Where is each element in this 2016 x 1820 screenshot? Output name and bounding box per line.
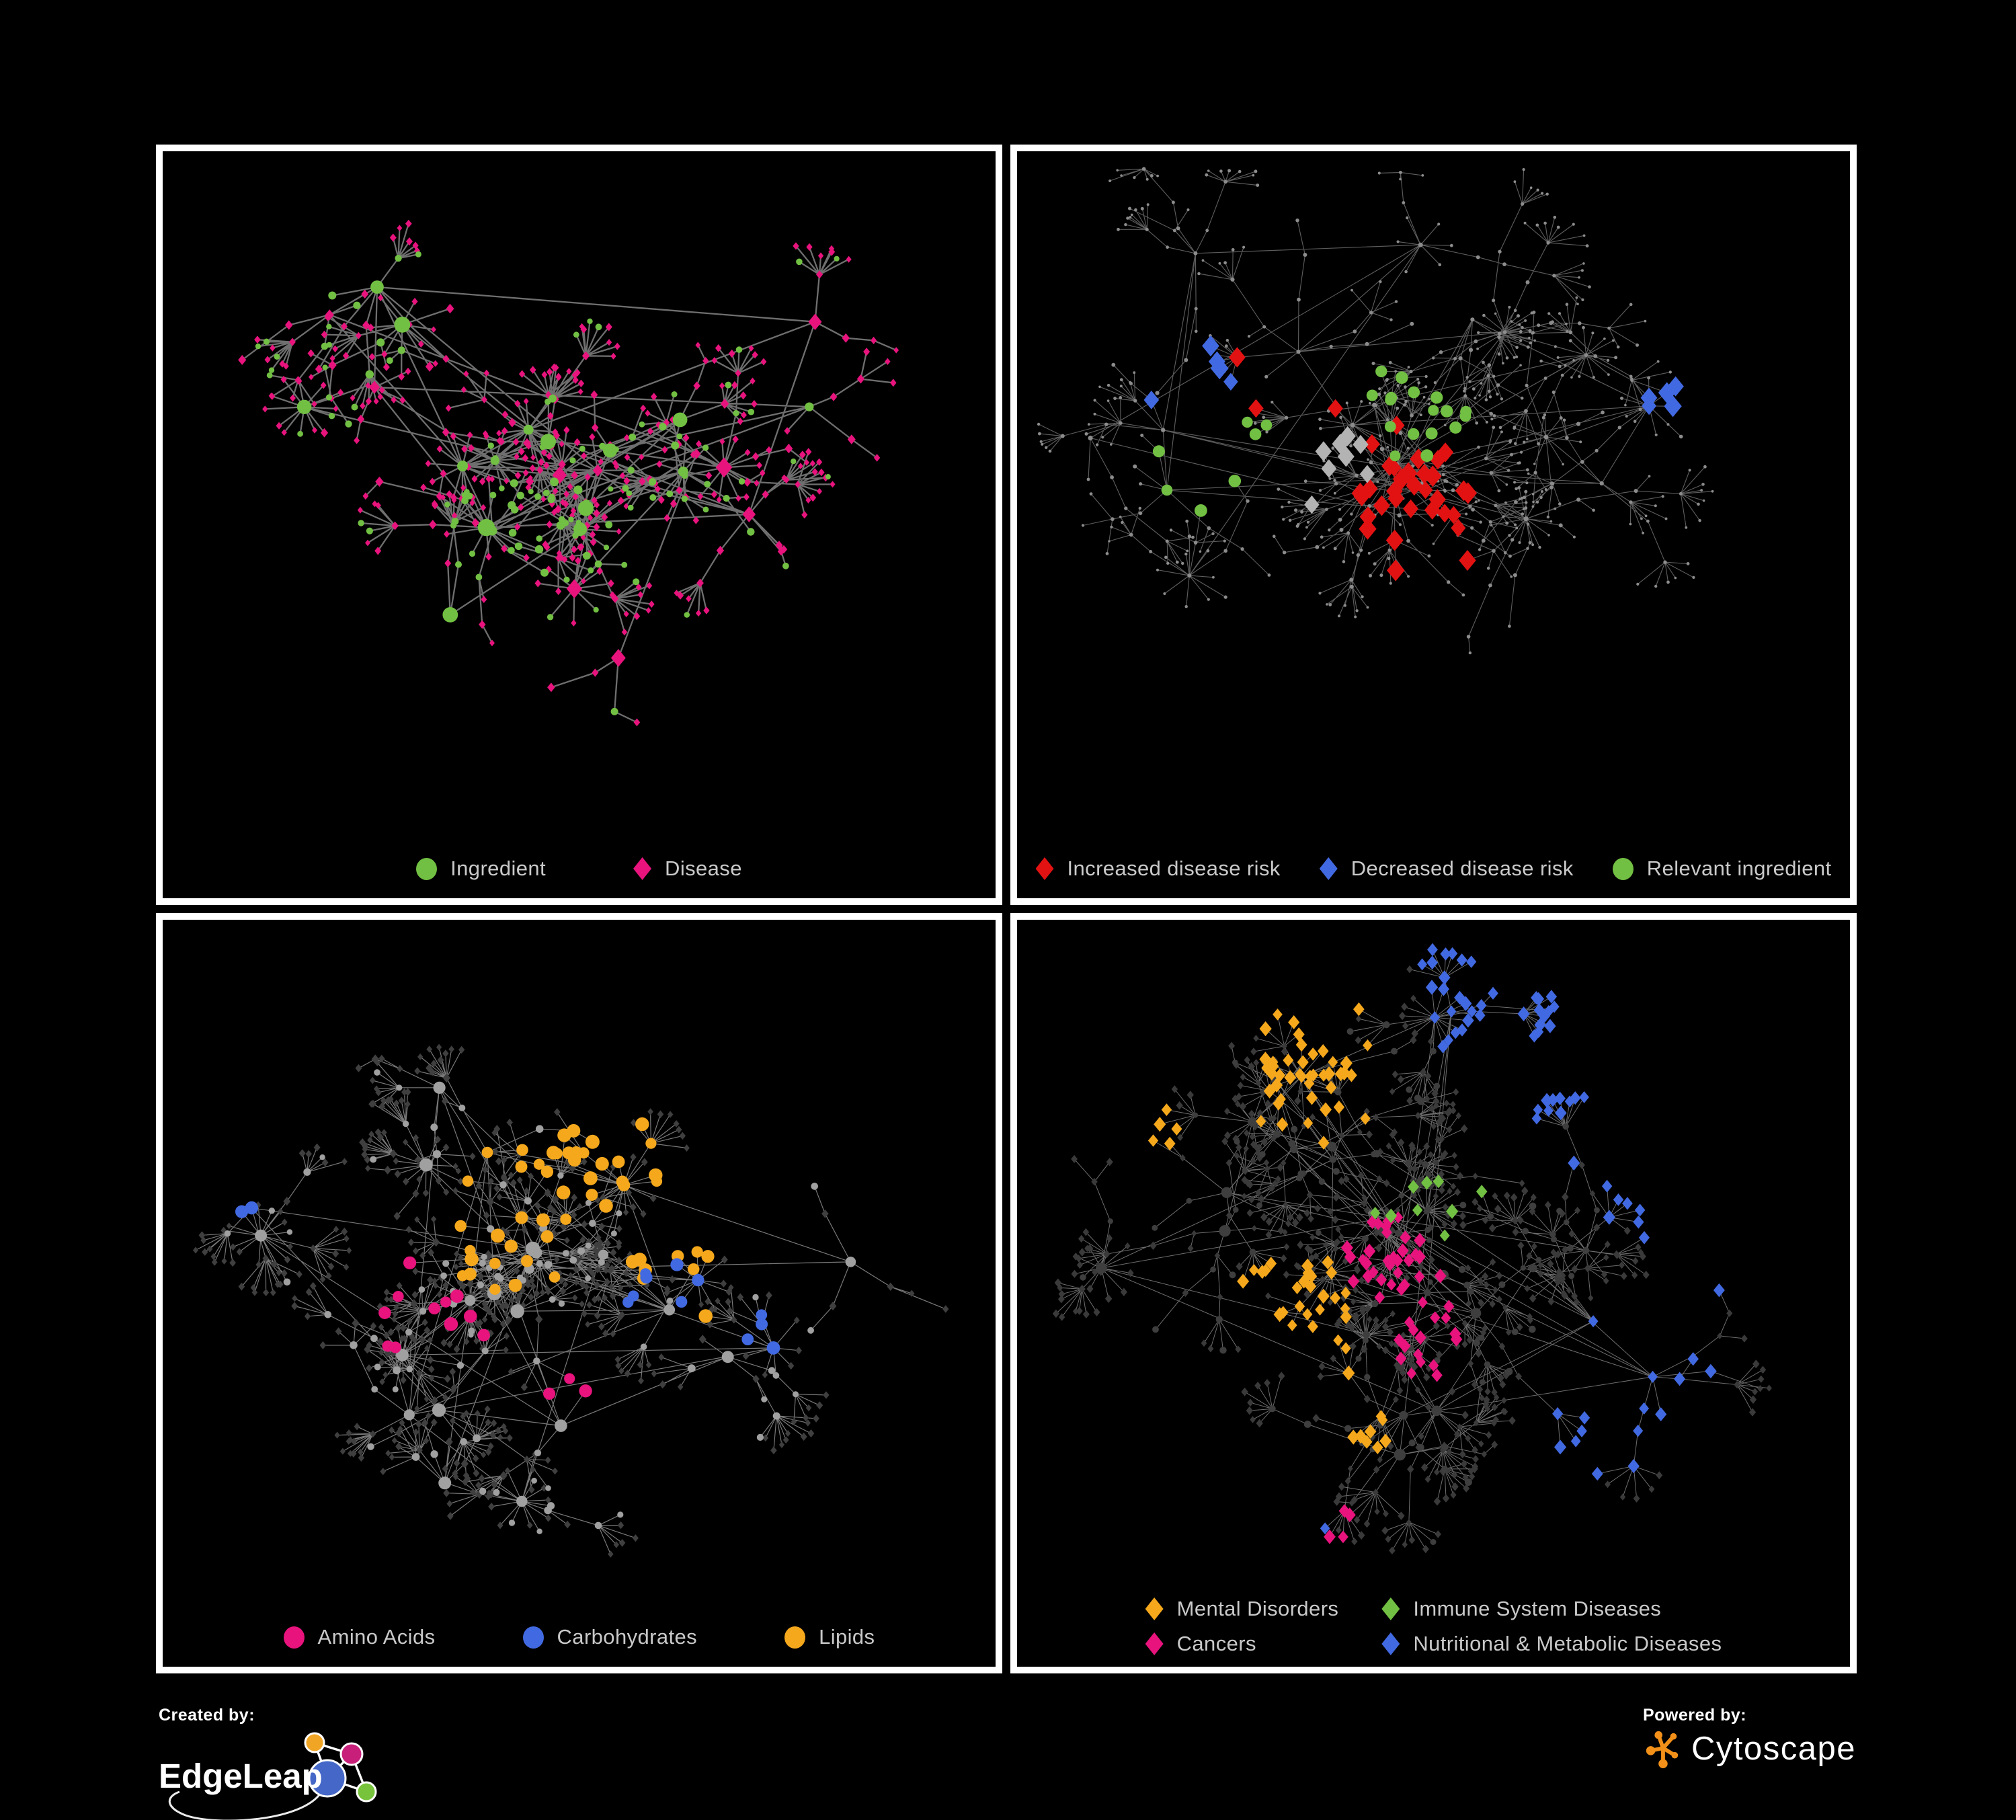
legend-label-disease: Disease [665,857,742,880]
panel-disease-category-network: Mental Disorders Immune System Diseases Ca… [1010,913,1857,1673]
legend-item-disease: Disease [633,857,742,881]
legend-amino-acids-circle-icon [283,1626,305,1649]
legend-label-increased-disease-risk: Increased disease risk [1067,857,1281,880]
legend-ingredient-circle-icon [416,857,438,880]
network-disease-categories [1052,943,1772,1554]
network-nodes-highlight [1320,943,1725,1535]
panel-disease-risk-network: Increased disease risk Decreased disease … [1010,145,1857,905]
network-nodes-highlight [1304,426,1375,514]
legend-immune-system-diseases-diamond-icon [1381,1597,1400,1620]
legend-item-mental-disorders: Mental Disorders [1145,1597,1339,1621]
edgeleap-logo-text: EdgeLeap [159,1757,323,1795]
edgeleap-swoosh [168,1790,323,1820]
edgeleap-node-blue [308,1759,347,1798]
legend-nutrient-classes: Amino Acids Carbohydrates Lipids [163,1625,996,1649]
legend-label-amino-acids: Amino Acids [317,1625,436,1649]
legend-lipids-circle-icon [784,1626,806,1649]
legend-label-decreased-disease-risk: Decreased disease risk [1350,857,1574,880]
edgeleap-logo-icon: EdgeLeap [159,1732,377,1820]
network-nodes-base [224,1069,856,1534]
network-nodes-highlight [1147,1002,1392,1454]
legend-nutritional-metabolic-diseases-diamond-icon [1381,1632,1400,1655]
legend-carbohydrates-circle-icon [522,1626,544,1649]
panel-nutrient-class-network: Amino Acids Carbohydrates Lipids [156,913,1002,1673]
legend-item-cancers: Cancers [1145,1632,1339,1656]
legend-label-mental-disorders: Mental Disorders [1176,1597,1339,1620]
cytoscape-logo: Cytoscape [1643,1729,1856,1768]
edgeleap-node-magenta [339,1742,364,1766]
legend-disease-categories: Mental Disorders Immune System Diseases Ca… [1017,1597,1850,1656]
edgeleap-credit: Created by: EdgeLeap [159,1706,394,1820]
panel-ingredient-disease-network: Ingredient Disease [156,145,1002,905]
legend-item-relevant-ingredient: Relevant ingredient [1612,857,1832,881]
legend-label-carbohydrates: Carbohydrates [557,1625,698,1649]
network-nutrient-classes [192,1043,949,1558]
legend-disease-risk: Increased disease risk Decreased disease … [1017,857,1850,881]
legend-relevant-ingredient-circle-icon [1612,857,1634,880]
edgeleap-node-green [356,1781,377,1803]
network-nodes-base [238,219,899,727]
legend-label-lipids: Lipids [819,1625,875,1649]
network-edges [1038,168,1713,654]
network-edges [241,223,897,723]
cytoscape-logo-icon [1646,1731,1679,1768]
edgeleap-node-orange [304,1732,325,1753]
legend-item-decreased-disease-risk: Decreased disease risk [1319,857,1574,881]
legend-mental-disorders-diamond-icon [1145,1597,1164,1620]
cytoscape-credit: Powered by: Cytoscape [1643,1706,1856,1768]
legend-label-ingredient: Ingredient [450,857,547,880]
legend-cancers-diamond-icon [1145,1632,1164,1655]
network-nodes-highlight [235,1201,780,1355]
legend-item-increased-disease-risk: Increased disease risk [1035,857,1281,881]
legend-ingredient-disease: Ingredient Disease [163,857,996,881]
network-nodes-highlight [1152,365,1472,517]
footer: Created by: EdgeLeap Powered by: [0,1673,2016,1820]
legend-label-cancers: Cancers [1176,1632,1256,1655]
legend-increased-disease-risk-diamond-icon [1035,857,1054,880]
panel-grid: Ingredient Disease Increased disease risk… [156,145,1857,1673]
powered-by-label: Powered by: [1642,1706,1747,1725]
cytoscape-icon-nodes [1646,1731,1679,1768]
legend-item-carbohydrates: Carbohydrates [522,1625,698,1649]
cytoscape-icon-edges [1648,1733,1677,1766]
network-nodes-base [255,251,840,715]
legend-item-immune-system-diseases: Immune System Diseases [1381,1597,1722,1621]
network-ingredient-disease [238,219,899,727]
legend-item-ingredient: Ingredient [416,857,546,881]
network-disease-risk [1037,167,1714,655]
legend-item-nutritional-metabolic-diseases: Nutritional & Metabolic Diseases [1381,1632,1722,1656]
legend-label-immune-system-diseases: Immune System Diseases [1413,1597,1662,1620]
legend-label-relevant-ingredient: Relevant ingredient [1646,857,1832,880]
legend-label-nutritional-metabolic-diseases: Nutritional & Metabolic Diseases [1413,1632,1722,1655]
cytoscape-logo-text: Cytoscape [1691,1731,1856,1767]
network-nodes-highlight [378,1256,592,1400]
legend-decreased-disease-risk-diamond-icon [1319,857,1338,880]
legend-item-amino-acids: Amino Acids [283,1625,436,1649]
network-nodes-highlight [1229,347,1478,582]
network-edges [195,1047,946,1554]
legend-item-lipids: Lipids [784,1625,875,1649]
network-nodes-base [1037,167,1714,655]
legend-disease-diamond-icon [633,857,652,880]
network-nodes-highlight [1324,1211,1463,1544]
created-by-label: Created by: [159,1706,255,1725]
